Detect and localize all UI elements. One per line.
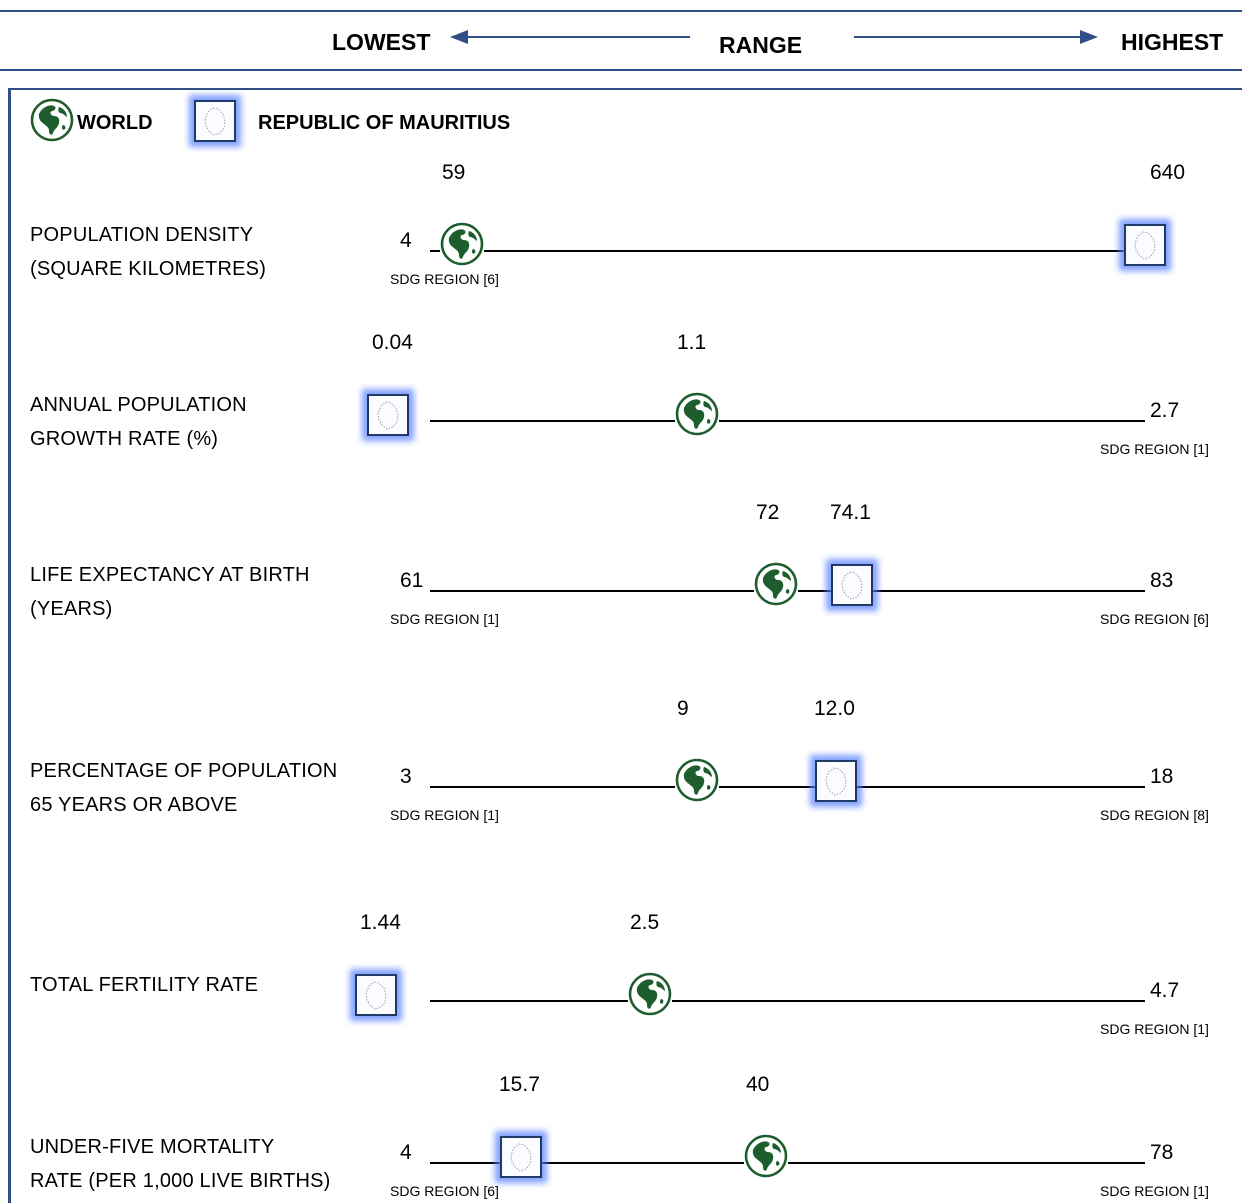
- mauritius-map-icon: [1124, 224, 1166, 266]
- range-min-note: SDG REGION [6]: [390, 270, 499, 288]
- world-value: 9: [677, 696, 689, 722]
- indicator-label-line2: (SQUARE KILOMETRES): [30, 252, 266, 286]
- range-min-value: 4: [400, 228, 412, 254]
- legend-globe-icon: [30, 98, 74, 142]
- range-max-value: 83: [1150, 568, 1173, 594]
- range-line: [430, 250, 1145, 252]
- panel-top-rule: [8, 88, 1242, 90]
- indicator-label: ANNUAL POPULATION: [30, 388, 247, 422]
- right-arrow-icon: [1080, 30, 1098, 44]
- world-globe-icon: [675, 758, 719, 802]
- header-top-rule: [0, 10, 1242, 12]
- indicator-label: LIFE EXPECTANCY AT BIRTH: [30, 558, 310, 592]
- panel-left-rule: [8, 88, 11, 1203]
- highest-label: HIGHEST: [1121, 28, 1223, 56]
- range-min-note: SDG REGION [1]: [390, 806, 499, 824]
- world-value: 72: [756, 500, 779, 526]
- lowest-label: LOWEST: [332, 28, 430, 56]
- mauritius-map-icon: [500, 1136, 542, 1178]
- range-min-value: 0.04: [372, 330, 413, 356]
- range-min-note: SDG REGION [6]: [390, 1182, 499, 1200]
- range-max-note: SDG REGION [1]: [1100, 1020, 1209, 1038]
- indicator-label: UNDER-FIVE MORTALITY: [30, 1130, 274, 1164]
- range-max-note: SDG REGION [1]: [1100, 1182, 1209, 1200]
- legend-mauritius-map-icon: [194, 100, 236, 142]
- world-value: 1.1: [677, 330, 706, 356]
- mauritius-map-icon: [355, 974, 397, 1016]
- mauritius-value: 12.0: [814, 696, 855, 722]
- range-min-value: 4: [400, 1140, 412, 1166]
- mauritius-value: 74.1: [830, 500, 871, 526]
- mauritius-map-icon: [831, 564, 873, 606]
- world-globe-icon: [675, 392, 719, 436]
- right-arrow-line: [854, 36, 1082, 38]
- range-min-value: 61: [400, 568, 423, 594]
- header-bottom-rule: [0, 69, 1242, 71]
- mauritius-value: 15.7: [499, 1072, 540, 1098]
- range-max-note: SDG REGION [1]: [1100, 440, 1209, 458]
- world-globe-icon: [440, 222, 484, 266]
- indicator-label-line2: 65 YEARS OR ABOVE: [30, 788, 238, 822]
- range-min-note: SDG REGION [1]: [390, 610, 499, 628]
- range-line: [430, 420, 1145, 422]
- range-min-value: 3: [400, 764, 412, 790]
- indicator-label: TOTAL FERTILITY RATE: [30, 968, 258, 1002]
- range-max-value: 4.7: [1150, 978, 1179, 1004]
- world-globe-icon: [744, 1134, 788, 1178]
- indicator-label-line2: (YEARS): [30, 592, 113, 626]
- range-line: [430, 786, 1145, 788]
- indicator-label-line2: GROWTH RATE (%): [30, 422, 218, 456]
- indicator-label-line2: RATE (PER 1,000 LIVE BIRTHS): [30, 1164, 331, 1198]
- world-value: 59: [442, 160, 465, 186]
- range-max-value: 640: [1150, 160, 1185, 186]
- legend-world-label: WORLD: [77, 111, 153, 135]
- range-max-value: 78: [1150, 1140, 1173, 1166]
- mauritius-map-icon: [815, 760, 857, 802]
- world-globe-icon: [628, 972, 672, 1016]
- indicator-label: PERCENTAGE OF POPULATION: [30, 754, 337, 788]
- world-value: 40: [746, 1072, 769, 1098]
- range-line: [430, 1000, 1145, 1002]
- mauritius-map-icon: [367, 394, 409, 436]
- range-label: RANGE: [719, 31, 802, 59]
- legend-mauritius-label: REPUBLIC OF MAURITIUS: [258, 111, 510, 135]
- left-arrow-line: [466, 36, 690, 38]
- world-value: 2.5: [630, 910, 659, 936]
- world-globe-icon: [754, 562, 798, 606]
- range-max-value: 2.7: [1150, 398, 1179, 424]
- range-min-value: 1.44: [360, 910, 401, 936]
- range-max-note: SDG REGION [6]: [1100, 610, 1209, 628]
- range-max-value: 18: [1150, 764, 1173, 790]
- indicator-label: POPULATION DENSITY: [30, 218, 253, 252]
- range-max-note: SDG REGION [8]: [1100, 806, 1209, 824]
